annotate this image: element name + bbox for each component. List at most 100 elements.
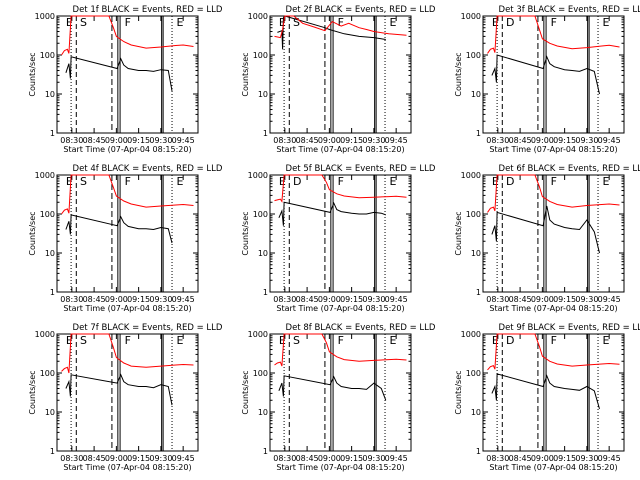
panel-title: Det 2f BLACK = Events, RED = LLD [286,5,436,15]
series-events-line [491,205,600,254]
x-tick-label: 08:45 [509,454,532,463]
x-tick-label: 09:30 [362,136,385,145]
phase-marker-label: E [492,175,499,188]
detector-panel-4: Det 4f BLACK = Events, RED = LLD 1 10 100 10… [28,164,223,313]
series-lld-line [274,333,407,367]
panel-title: Det 3f BLACK = Events, RED = LLD [499,5,640,15]
phase-marker-label: E [66,334,73,347]
y-tick-label: 1 [476,447,481,456]
phase-marker-label: E [279,334,286,347]
phase-marker-label: F [125,16,131,29]
x-tick-label: 09:30 [149,295,172,304]
x-tick-label: 09:15 [127,136,150,145]
x-tick-label: 09:45 [172,295,195,304]
y-tick-label: 100 [40,369,55,378]
series-events-line [278,375,387,401]
x-axis-label: Start Time (07-Apr-04 08:15:20) [489,145,617,154]
y-tick-label: 1 [50,288,55,297]
x-tick-label: 09:15 [553,295,576,304]
x-axis-label: Start Time (07-Apr-04 08:15:20) [63,463,191,472]
x-tick-label: 09:00 [318,454,341,463]
y-tick-label: 100 [253,369,268,378]
y-tick-label: 1 [50,129,55,138]
x-tick-label: 09:15 [340,295,363,304]
y-axis-label: Counts/sec [241,370,250,414]
phase-marker-label: F [551,334,557,347]
plot-frame [482,333,625,452]
plot-frame [56,174,199,293]
y-tick-label: 1000 [35,330,55,339]
x-tick-label: 09:45 [385,136,408,145]
x-tick-label: 08:30 [486,136,509,145]
plot-frame [482,15,625,134]
panel-title: Det 4f BLACK = Events, RED = LLD [73,164,223,174]
series-lld-line [274,174,407,203]
y-tick-label: 1 [476,129,481,138]
x-tick-label: 08:30 [486,454,509,463]
y-axis-label: Counts/sec [28,52,37,96]
x-tick-label: 09:30 [575,454,598,463]
phase-marker-label: S [293,334,300,347]
plot-frame [269,15,412,134]
series-lld-line [61,333,194,374]
y-tick-label: 10 [45,90,55,99]
y-tick-label: 1000 [248,330,268,339]
phase-marker-label: F [338,175,344,188]
x-axis-label: Start Time (07-Apr-04 08:15:20) [63,304,191,313]
x-tick-label: 09:15 [127,454,150,463]
y-tick-label: 100 [253,210,268,219]
y-tick-label: 10 [471,90,481,99]
x-tick-label: 09:45 [385,454,408,463]
y-tick-label: 10 [45,249,55,258]
panel-title: Det 1f BLACK = Events, RED = LLD [73,5,223,15]
x-tick-label: 09:30 [149,454,172,463]
phase-marker-label: F [125,334,131,347]
y-tick-label: 10 [45,408,55,417]
y-tick-label: 100 [40,210,55,219]
phase-marker-label: F [551,16,557,29]
panel-title: Det 8f BLACK = Events, RED = LLD [286,323,436,333]
y-tick-label: 1000 [35,12,55,21]
phase-marker-label: D [506,175,514,188]
y-axis-label: Counts/sec [241,211,250,255]
x-axis-label: Start Time (07-Apr-04 08:15:20) [276,463,404,472]
y-axis-label: Counts/sec [28,370,37,414]
panel-title: Det 5f BLACK = Events, RED = LLD [286,164,436,174]
x-axis-label: Start Time (07-Apr-04 08:15:20) [489,304,617,313]
y-tick-label: 100 [466,210,481,219]
x-tick-label: 08:45 [83,136,106,145]
x-tick-label: 08:30 [273,295,296,304]
plot-frame [56,333,199,452]
x-axis-label: Start Time (07-Apr-04 08:15:20) [276,304,404,313]
phase-marker-label: S [293,16,300,29]
series-lld-line [487,174,620,213]
phase-marker-label: E [279,16,286,29]
y-tick-label: 1 [263,288,268,297]
plot-frame [482,174,625,293]
y-tick-label: 1000 [248,171,268,180]
series-lld-line [61,174,194,215]
x-tick-label: 08:45 [296,136,319,145]
phase-marker-label: E [279,175,286,188]
series-lld-line [487,333,620,371]
series-events-line [491,373,600,410]
phase-marker-label: E [390,334,397,347]
series-events-line [277,15,386,50]
y-tick-label: 1000 [461,171,481,180]
x-tick-label: 09:45 [598,136,621,145]
phase-marker-label: E [390,175,397,188]
x-tick-label: 09:15 [340,136,363,145]
x-tick-label: 09:00 [531,454,554,463]
phase-marker-label: E [177,175,184,188]
detector-panel-9: Det 9f BLACK = Events, RED = LLD 1 10 100 10… [454,323,640,472]
detector-panel-1: Det 1f BLACK = Events, RED = LLD 1 10 100 10… [28,5,223,154]
detector-panel-7: Det 7f BLACK = Events, RED = LLD 1 10 100 10… [28,323,223,472]
x-tick-label: 08:30 [60,454,83,463]
y-tick-label: 10 [258,408,268,417]
plot-frame [269,333,412,452]
x-tick-label: 09:30 [362,295,385,304]
detector-panel-6: Det 6f BLACK = Events, RED = LLD 1 10 100 10… [454,164,640,313]
x-axis-label: Start Time (07-Apr-04 08:15:20) [489,463,617,472]
x-tick-label: 09:00 [105,295,128,304]
